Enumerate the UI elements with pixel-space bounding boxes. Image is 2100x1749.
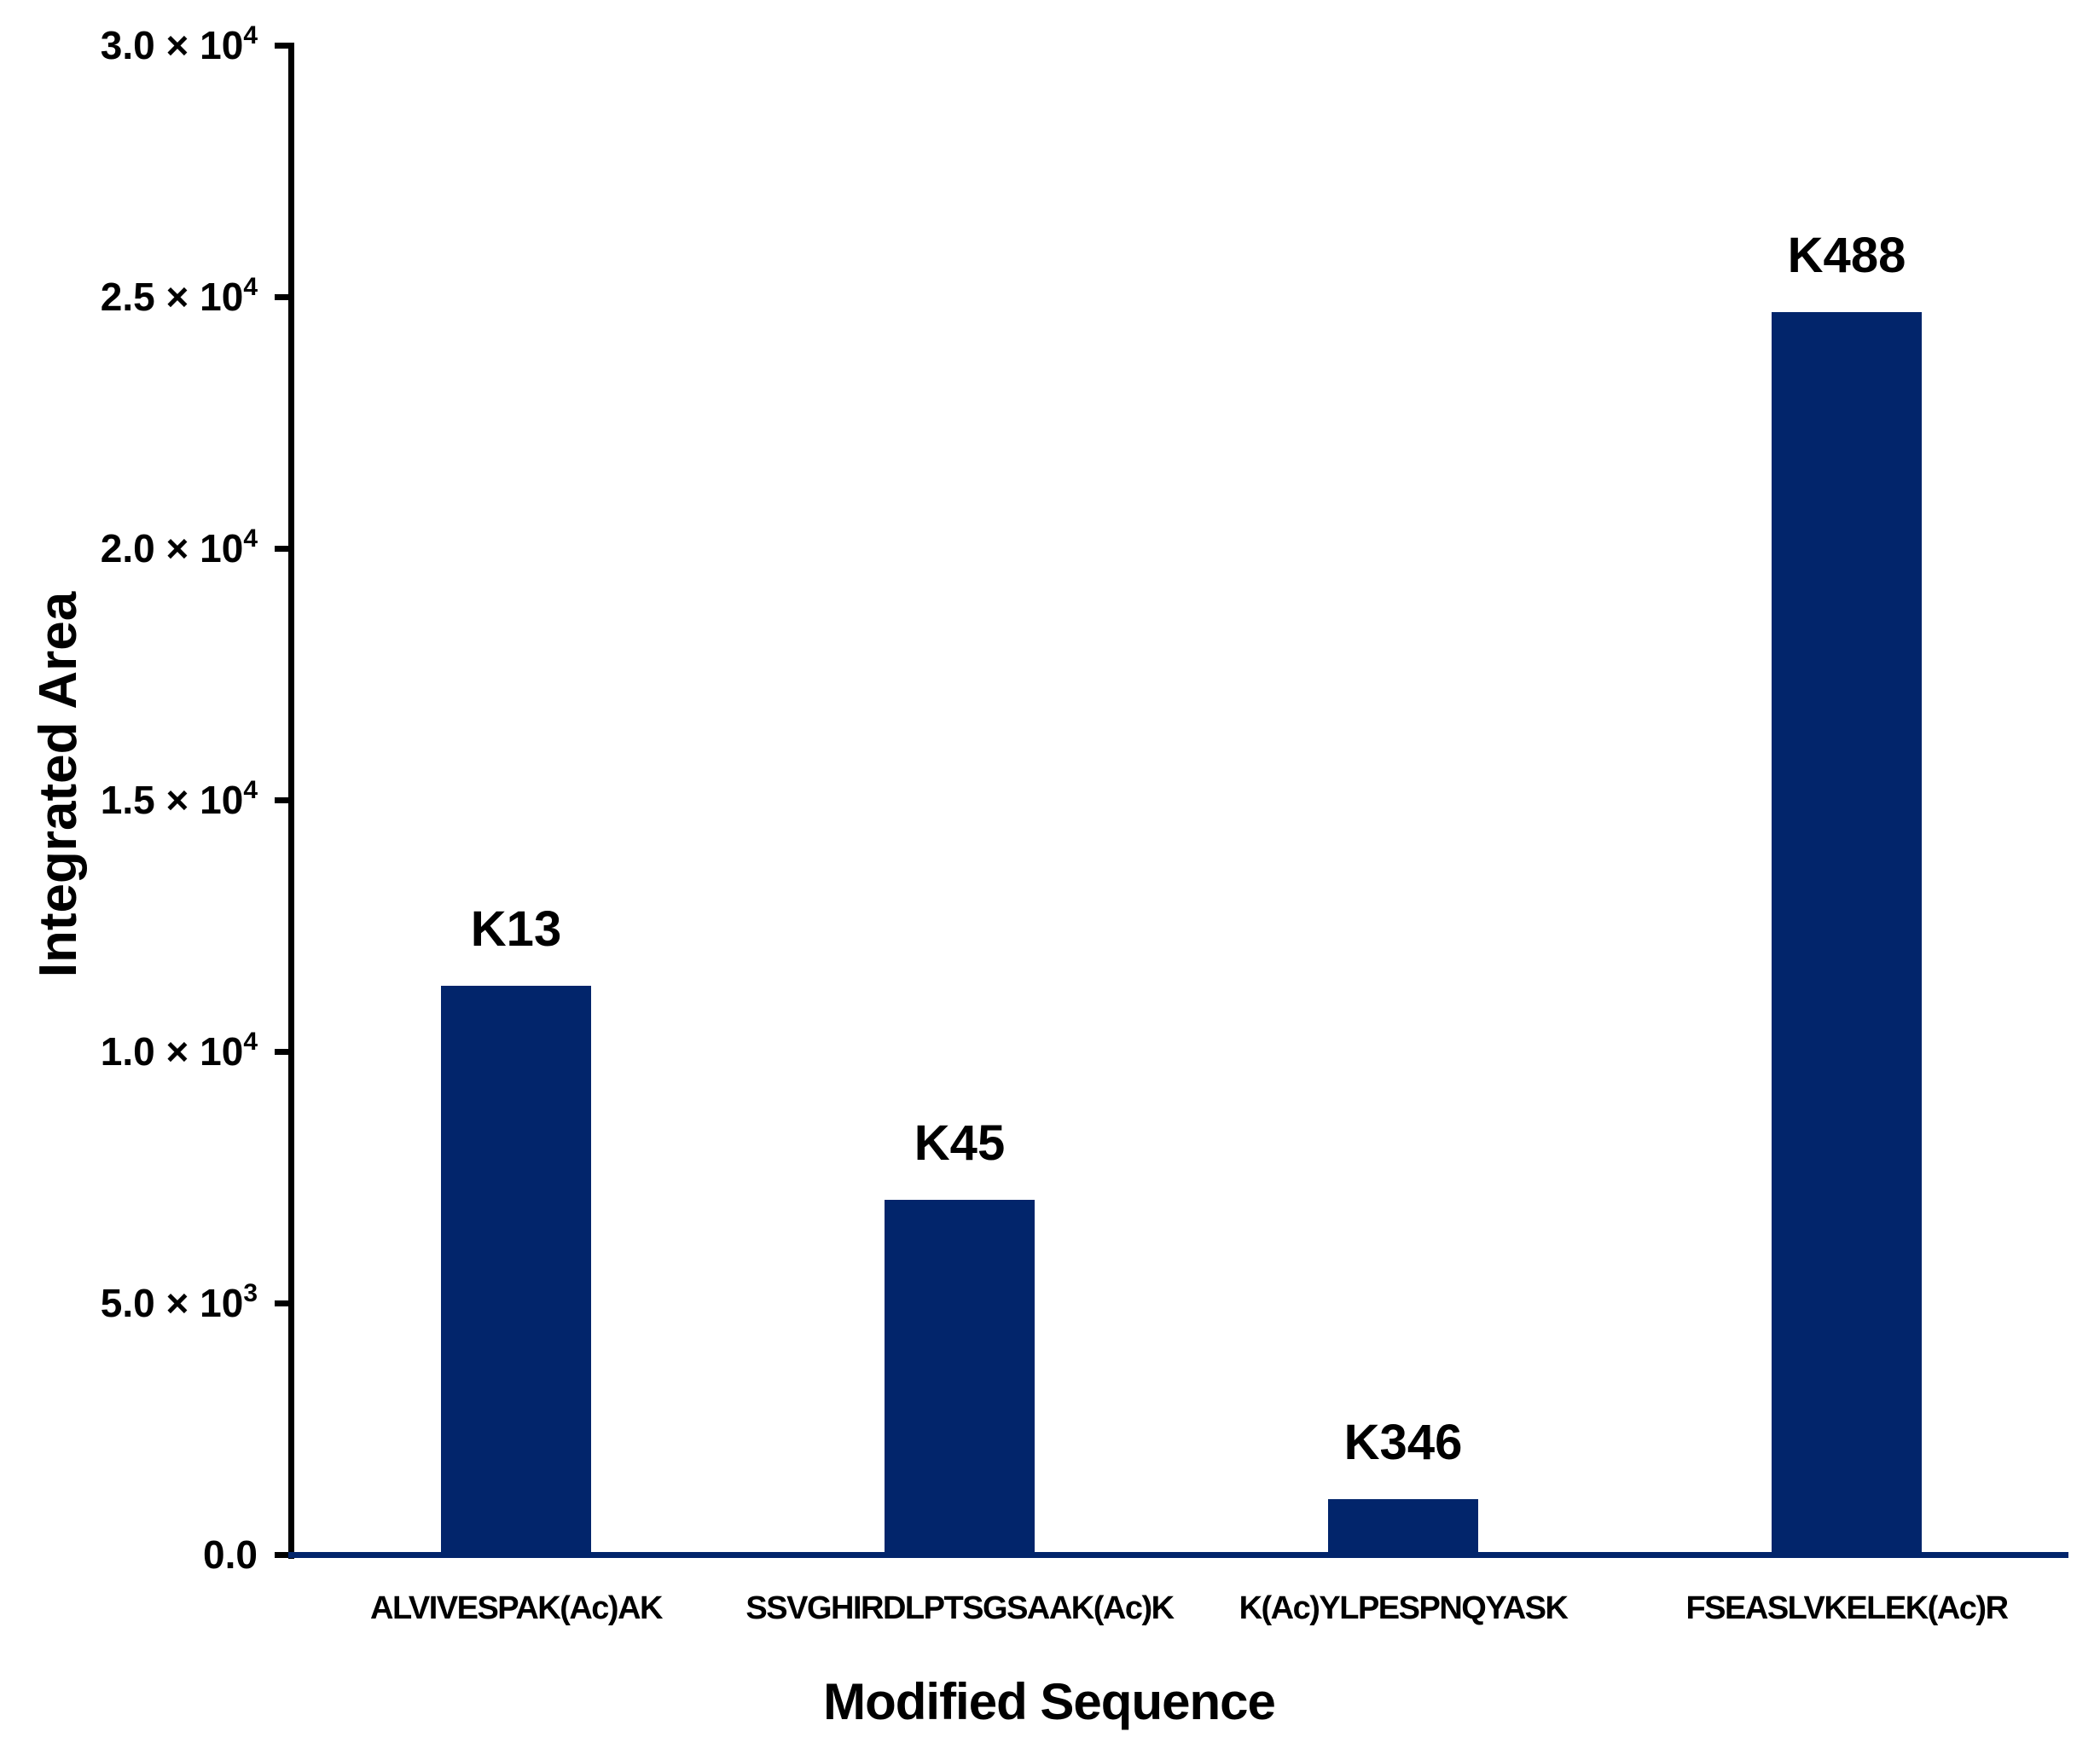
x-category-label: SSVGHIRDLPTSGSAAK(Ac)K <box>745 1590 1175 1626</box>
bar-value-label: K346 <box>1343 1415 1463 1470</box>
y-tick <box>275 1049 288 1055</box>
y-tick-exponent: 4 <box>243 273 258 301</box>
y-tick <box>275 1552 288 1558</box>
bar <box>441 986 591 1555</box>
y-tick-exponent: 4 <box>243 1028 258 1056</box>
y-tick-exponent: 4 <box>243 21 258 49</box>
y-tick-label: 2.0 × 104 <box>100 524 258 570</box>
bar <box>885 1200 1035 1555</box>
bar <box>1772 312 1922 1555</box>
y-tick <box>275 294 288 300</box>
y-tick-label: 0.0 <box>203 1532 258 1577</box>
x-category-label: ALVIVESPAK(Ac)AK <box>370 1590 663 1626</box>
x-axis-line <box>288 1552 2068 1558</box>
y-tick-label: 1.0 × 104 <box>100 1028 258 1074</box>
y-tick <box>275 1300 288 1306</box>
y-tick <box>275 43 288 49</box>
y-tick-label: 2.5 × 104 <box>100 273 258 319</box>
y-tick-exponent: 4 <box>243 524 258 553</box>
bar <box>1328 1499 1478 1555</box>
x-category-label: K(Ac)YLPESPNQYASK <box>1239 1590 1569 1626</box>
y-tick-label: 5.0 × 103 <box>100 1279 258 1325</box>
y-tick-exponent: 4 <box>243 776 258 804</box>
y-tick-label: 3.0 × 104 <box>100 21 258 67</box>
y-axis-line <box>288 43 294 1559</box>
x-axis-title: Modified Sequence <box>823 1673 1276 1730</box>
y-tick-exponent: 3 <box>243 1279 258 1307</box>
x-category-label: FSEASLVKELEK(Ac)R <box>1685 1590 2009 1626</box>
bar-value-label: K45 <box>914 1115 1006 1171</box>
y-tick <box>275 546 288 552</box>
y-tick <box>275 797 288 803</box>
bar-value-label: K13 <box>470 901 562 957</box>
bar-value-label: K488 <box>1787 228 1906 283</box>
y-tick-label: 1.5 × 104 <box>100 776 258 822</box>
